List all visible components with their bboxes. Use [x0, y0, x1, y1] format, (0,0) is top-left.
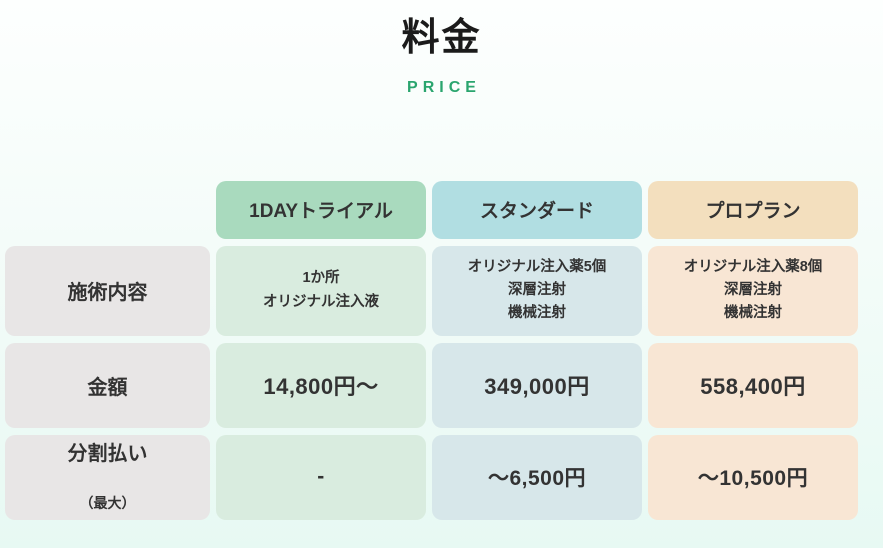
plan-header-pro: プロプラン: [648, 180, 858, 239]
pricing-table: 1DAYトライアル スタンダード プロプラン 施術内容 1か所 オリジナル注入液…: [5, 180, 858, 520]
section-title: 料金: [401, 17, 482, 59]
treatment-cell-trial: 1か所 オリジナル注入液: [216, 245, 426, 336]
installment-label-stack: 分割払い （最大）: [68, 417, 148, 538]
price-cell-trial: 14,800円〜: [216, 342, 426, 428]
installment-label-text: 分割払い: [67, 442, 148, 465]
installment-cell-trial: -: [216, 434, 426, 520]
treatment-cell-pro: オリジナル注入薬8個 深層注射 機械注射: [648, 245, 858, 336]
price-cell-pro: 558,400円: [648, 342, 858, 428]
installment-label-sub: （最大）: [79, 494, 136, 511]
section-subtitle: PRICE: [407, 78, 481, 96]
plan-header-1day-trial: 1DAYトライアル: [216, 180, 426, 239]
installment-cell-pro: 〜10,500円: [648, 434, 858, 520]
row-label-price: 金額: [5, 342, 210, 428]
price-cell-standard: 349,000円: [432, 342, 642, 428]
treatment-cell-standard: オリジナル注入薬5個 深層注射 機械注射: [432, 245, 642, 336]
row-label-treatment-details: 施術内容: [5, 245, 210, 336]
installment-cell-standard: 〜6,500円: [432, 434, 642, 520]
plan-header-standard: スタンダード: [432, 180, 642, 239]
table-corner-cell: [5, 181, 210, 239]
row-label-installment: 分割払い （最大）: [5, 434, 210, 520]
